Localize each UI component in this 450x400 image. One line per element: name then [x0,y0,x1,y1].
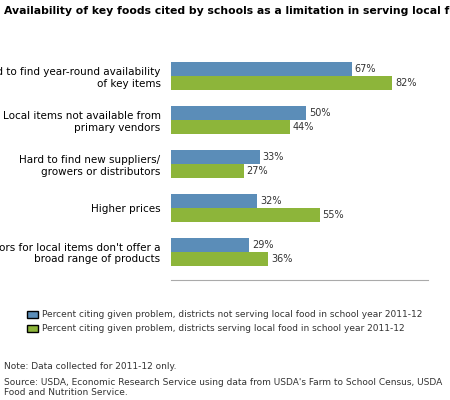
Text: 33%: 33% [263,152,284,162]
Bar [171,208,320,222]
Bar [171,150,260,164]
Text: 36%: 36% [271,254,292,264]
Text: 44%: 44% [292,122,314,132]
Bar [171,238,249,252]
Bar [171,164,244,178]
Text: 50%: 50% [309,108,330,118]
Text: 67%: 67% [355,64,376,74]
Text: 29%: 29% [252,240,274,250]
Text: 32%: 32% [260,196,282,206]
Text: Percent citing given problem, districts not serving local food in school year 20: Percent citing given problem, districts … [42,310,422,319]
Bar [171,76,392,90]
Text: Percent citing given problem, districts serving local food in school year 2011-1: Percent citing given problem, districts … [42,324,405,333]
Bar [171,120,290,134]
Bar [171,252,268,266]
Text: Source: USDA, Economic Research Service using data from USDA's Farm to School Ce: Source: USDA, Economic Research Service … [4,378,443,398]
Text: Availability of key foods cited by schools as a limitation in serving local food: Availability of key foods cited by schoo… [4,6,450,16]
Bar [171,194,257,208]
Text: 82%: 82% [395,78,417,88]
Text: 27%: 27% [247,166,268,176]
Bar [171,62,352,76]
Text: 55%: 55% [322,210,344,220]
Text: Note: Data collected for 2011-12 only.: Note: Data collected for 2011-12 only. [4,362,177,371]
Bar [171,106,306,120]
